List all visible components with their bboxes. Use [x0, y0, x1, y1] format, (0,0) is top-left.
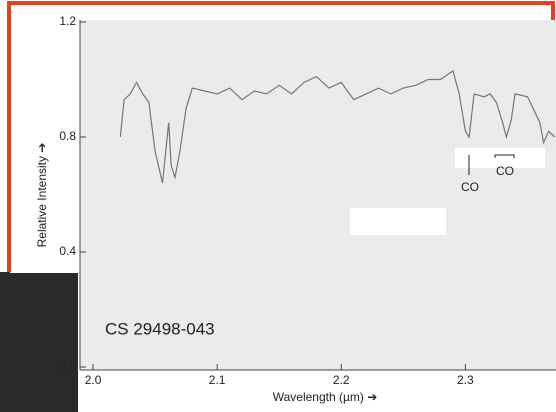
- x-tick-label: 2.1: [209, 373, 226, 387]
- annotation: CO: [496, 164, 514, 178]
- annotation: CS 29498-043: [105, 319, 215, 338]
- mask: [350, 208, 446, 235]
- x-tick-label: 2.2: [333, 373, 350, 387]
- annotation-bracket: [494, 154, 515, 158]
- background-photo: [0, 272, 78, 412]
- red-frame: [7, 1, 555, 272]
- spectrum-line: [119, 69, 556, 184]
- y-tick-label: 0.0: [59, 359, 76, 373]
- x-axis-label: Wavelength (µm) ➔: [273, 390, 378, 404]
- y-tick-label: 0.4: [59, 244, 76, 258]
- plot-area: [80, 20, 556, 370]
- y-axis-label: Relative Intensity ➔: [35, 143, 49, 248]
- y-tick-label: 1.2: [59, 14, 76, 28]
- x-tick-label: 2.0: [85, 373, 102, 387]
- y-tick-label: 0.8: [59, 129, 76, 143]
- annotation: CO: [461, 180, 479, 194]
- mask: [455, 148, 545, 168]
- x-tick-label: 2.3: [457, 373, 474, 387]
